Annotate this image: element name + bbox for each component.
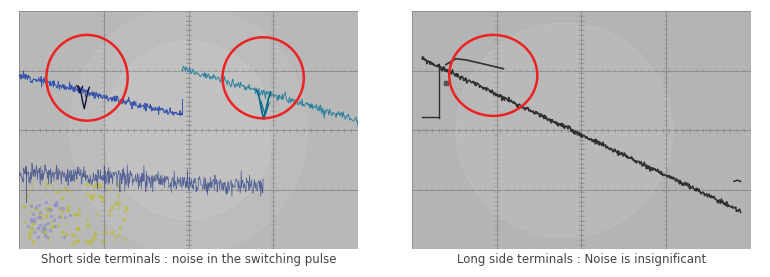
Polygon shape: [70, 5, 307, 255]
Text: Long side terminals : Noise is insignificant: Long side terminals : Noise is insignifi…: [457, 253, 706, 266]
Text: Short side terminals : noise in the switching pulse: Short side terminals : noise in the swit…: [41, 253, 336, 266]
Polygon shape: [456, 23, 673, 237]
Polygon shape: [104, 41, 273, 219]
